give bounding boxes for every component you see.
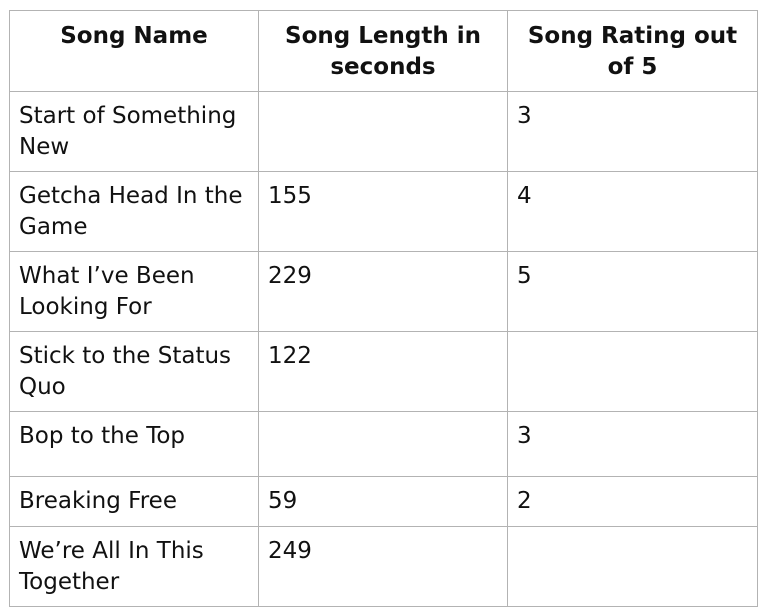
header-song-name: Song Name — [9, 10, 259, 92]
song-rating-cell: 3 — [507, 411, 758, 477]
song-length-cell: 155 — [258, 171, 508, 252]
song-rating-cell: 2 — [507, 476, 758, 527]
song-name-cell: Start of Something New — [9, 91, 259, 172]
table-row: Start of Something New 3 — [9, 91, 758, 172]
song-length-cell — [258, 91, 508, 172]
song-rating-cell — [507, 526, 758, 607]
song-rating-cell: 5 — [507, 251, 758, 332]
song-rating-cell: 4 — [507, 171, 758, 252]
song-length-cell: 229 — [258, 251, 508, 332]
table-row: Breaking Free 59 2 — [9, 476, 758, 527]
song-length-cell: 249 — [258, 526, 508, 607]
song-name-cell: What I’ve Been Looking For — [9, 251, 259, 332]
song-rating-cell: 3 — [507, 91, 758, 172]
table-row: What I’ve Been Looking For 229 5 — [9, 251, 758, 332]
song-name-cell: Breaking Free — [9, 476, 259, 527]
table-row: Bop to the Top 3 — [9, 411, 758, 477]
header-song-length: Song Length in seconds — [258, 10, 508, 92]
song-length-cell: 122 — [258, 331, 508, 412]
header-song-rating: Song Rating out of 5 — [507, 10, 758, 92]
table-row: We’re All In This Together 249 — [9, 526, 758, 607]
song-length-cell: 59 — [258, 476, 508, 527]
songs-table: Song Name Song Length in seconds Song Ra… — [9, 10, 758, 607]
table-row: Getcha Head In the Game 155 4 — [9, 171, 758, 252]
song-length-cell — [258, 411, 508, 477]
song-name-cell: We’re All In This Together — [9, 526, 259, 607]
song-rating-cell — [507, 331, 758, 412]
song-name-cell: Bop to the Top — [9, 411, 259, 477]
table-row: Stick to the Status Quo 122 — [9, 331, 758, 412]
header-row: Song Name Song Length in seconds Song Ra… — [9, 10, 758, 92]
song-name-cell: Getcha Head In the Game — [9, 171, 259, 252]
song-name-cell: Stick to the Status Quo — [9, 331, 259, 412]
